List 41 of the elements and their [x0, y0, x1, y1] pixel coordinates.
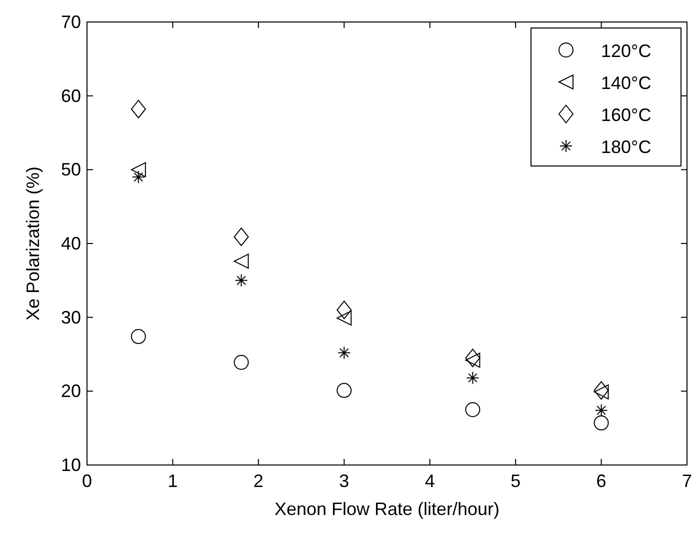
- point: [130, 100, 146, 118]
- x-tick-label: 0: [82, 471, 92, 491]
- y-tick-label: 20: [60, 381, 81, 402]
- point: [234, 228, 249, 246]
- point: [336, 382, 352, 398]
- legend-label: 180°C: [601, 137, 652, 157]
- y-tick-label: 60: [60, 86, 81, 106]
- point: [594, 404, 608, 417]
- x-tick-label: 1: [168, 471, 178, 491]
- point: [130, 329, 146, 344]
- point: [465, 402, 480, 418]
- x-tick-label: 7: [682, 471, 692, 491]
- point: [465, 352, 480, 368]
- y-tick-label: 40: [60, 234, 81, 254]
- point: [132, 170, 145, 184]
- legend-label: 140°C: [601, 73, 652, 93]
- point: [130, 162, 146, 178]
- point: [594, 415, 609, 430]
- point: [336, 310, 352, 326]
- point: [234, 354, 249, 370]
- point: [465, 348, 480, 368]
- x-tick-label: 3: [339, 471, 350, 491]
- legend-label: 160°C: [601, 105, 652, 125]
- x-axis-title: Xenon Flow Rate (liter/hour): [274, 499, 500, 519]
- x-tick-label: 5: [510, 471, 521, 491]
- point: [234, 254, 249, 269]
- y-axis-title: Xe Polarization (%): [23, 166, 43, 321]
- y-tick-label: 30: [60, 307, 81, 328]
- x-tick-label: 6: [596, 471, 606, 491]
- point: [594, 384, 609, 400]
- point: [466, 371, 480, 384]
- point: [338, 346, 351, 360]
- point: [234, 274, 248, 287]
- x-tick-label: 4: [424, 471, 435, 491]
- y-tick-label: 10: [60, 455, 81, 475]
- x-tick-label: 2: [253, 471, 264, 491]
- point: [594, 381, 609, 400]
- point: [336, 300, 352, 320]
- y-tick-label: 50: [60, 160, 81, 180]
- y-tick-label: 70: [60, 12, 81, 32]
- legend-label: 120°C: [601, 41, 652, 61]
